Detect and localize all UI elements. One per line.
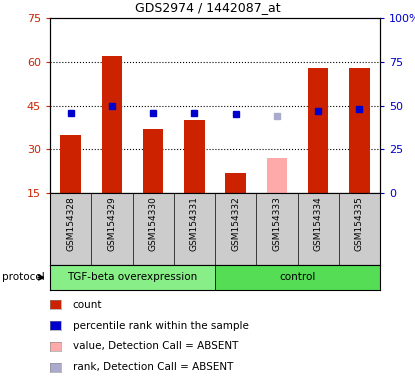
Bar — [349, 68, 370, 193]
Text: TGF-beta overexpression: TGF-beta overexpression — [67, 273, 198, 283]
Bar — [50, 265, 215, 290]
Bar — [102, 56, 122, 193]
Text: GDS2974 / 1442087_at: GDS2974 / 1442087_at — [135, 1, 280, 14]
Text: GSM154332: GSM154332 — [231, 197, 240, 252]
Bar — [266, 158, 287, 193]
Bar — [143, 129, 164, 193]
Bar — [60, 135, 81, 193]
Text: GSM154331: GSM154331 — [190, 197, 199, 252]
Text: GSM154330: GSM154330 — [149, 197, 158, 252]
Text: percentile rank within the sample: percentile rank within the sample — [73, 321, 249, 331]
Text: protocol: protocol — [2, 273, 45, 283]
Text: GSM154334: GSM154334 — [314, 197, 322, 252]
Bar — [215, 265, 380, 290]
Text: GSM154329: GSM154329 — [107, 197, 116, 252]
Text: GSM154333: GSM154333 — [272, 197, 281, 252]
Text: GSM154335: GSM154335 — [355, 197, 364, 252]
Bar — [225, 172, 246, 193]
Text: count: count — [73, 300, 102, 310]
Text: control: control — [279, 273, 316, 283]
Bar — [308, 68, 328, 193]
Text: GSM154328: GSM154328 — [66, 197, 75, 252]
Text: rank, Detection Call = ABSENT: rank, Detection Call = ABSENT — [73, 362, 233, 372]
Bar — [184, 120, 205, 193]
Text: value, Detection Call = ABSENT: value, Detection Call = ABSENT — [73, 341, 238, 351]
